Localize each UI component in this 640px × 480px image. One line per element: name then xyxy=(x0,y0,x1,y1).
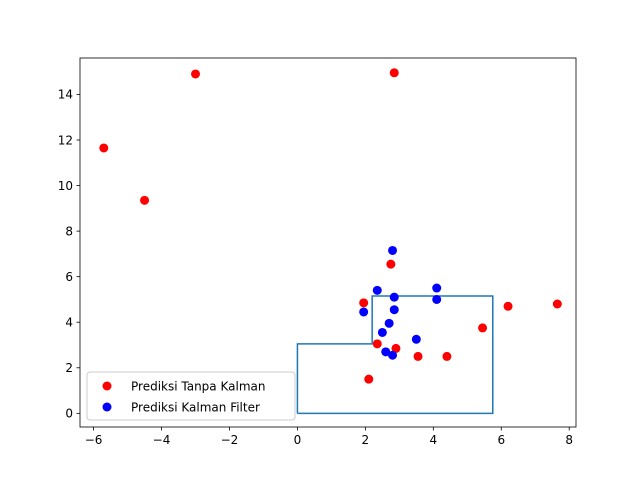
y-tick-label-7: 14 xyxy=(58,88,73,102)
x-tick-label-5: 4 xyxy=(429,433,437,447)
x-tick-label-0: −6 xyxy=(85,433,103,447)
axes-frame xyxy=(79,57,577,428)
series-1-point-5 xyxy=(386,259,396,269)
y-tick-label-0: 0 xyxy=(65,407,73,421)
series-1-point-11 xyxy=(364,374,374,384)
series-2-point-2 xyxy=(372,285,382,295)
y-tick-label-1: 2 xyxy=(65,361,73,375)
series-1 xyxy=(99,68,562,384)
series-1-point-4 xyxy=(389,68,399,78)
series-2-point-12 xyxy=(388,350,398,360)
y-axis: 0 2 4 6 8 10 12 14 xyxy=(58,88,80,421)
y-tick-label-2: 4 xyxy=(65,316,73,330)
legend-marker-2 xyxy=(102,402,112,412)
region-outline xyxy=(296,295,494,415)
series-1-point-6 xyxy=(359,298,369,308)
y-tick-label-4: 8 xyxy=(65,224,73,238)
series-1-point-12 xyxy=(478,323,488,333)
plot-area xyxy=(99,68,562,415)
series-1-point-2 xyxy=(140,195,150,205)
series-2-point-8 xyxy=(384,318,394,328)
legend-box xyxy=(86,371,296,421)
series-1-point-14 xyxy=(552,299,562,309)
x-axis: −6 −4 −2 0 2 4 6 8 xyxy=(85,427,573,447)
series-1-point-10 xyxy=(442,351,452,361)
series-2 xyxy=(359,245,442,360)
series-2-point-11 xyxy=(381,347,391,357)
legend-marker-1 xyxy=(102,381,112,391)
series-2-point-7 xyxy=(432,294,442,304)
series-2-point-10 xyxy=(411,334,421,344)
series-2-point-4 xyxy=(389,305,399,315)
series-2-point-1 xyxy=(388,245,398,255)
series-2-point-9 xyxy=(377,327,387,337)
x-tick-label-2: −2 xyxy=(221,433,239,447)
series-1-point-3 xyxy=(191,69,201,79)
x-tick-label-1: −4 xyxy=(153,433,171,447)
y-tick-label-3: 6 xyxy=(65,270,73,284)
series-2-point-6 xyxy=(432,283,442,293)
legend-label-2: Prediksi Kalman Filter xyxy=(131,401,260,415)
legend-label-1: Prediksi Tanpa Kalman xyxy=(131,380,265,394)
series-2-point-3 xyxy=(389,292,399,302)
y-tick-label-5: 10 xyxy=(58,179,73,193)
series-1-point-9 xyxy=(413,351,423,361)
series-2-point-5 xyxy=(359,307,369,317)
series-1-point-13 xyxy=(503,301,513,311)
series-1-point-8 xyxy=(391,343,401,353)
x-tick-label-7: 8 xyxy=(565,433,573,447)
series-1-point-1 xyxy=(99,143,109,153)
series-1-point-7 xyxy=(372,339,382,349)
y-tick-label-6: 12 xyxy=(58,133,73,147)
x-tick-label-6: 6 xyxy=(497,433,505,447)
x-tick-label-4: 2 xyxy=(362,433,370,447)
x-tick-label-3: 0 xyxy=(294,433,302,447)
legend: Prediksi Tanpa Kalman Prediksi Kalman Fil… xyxy=(86,371,296,421)
